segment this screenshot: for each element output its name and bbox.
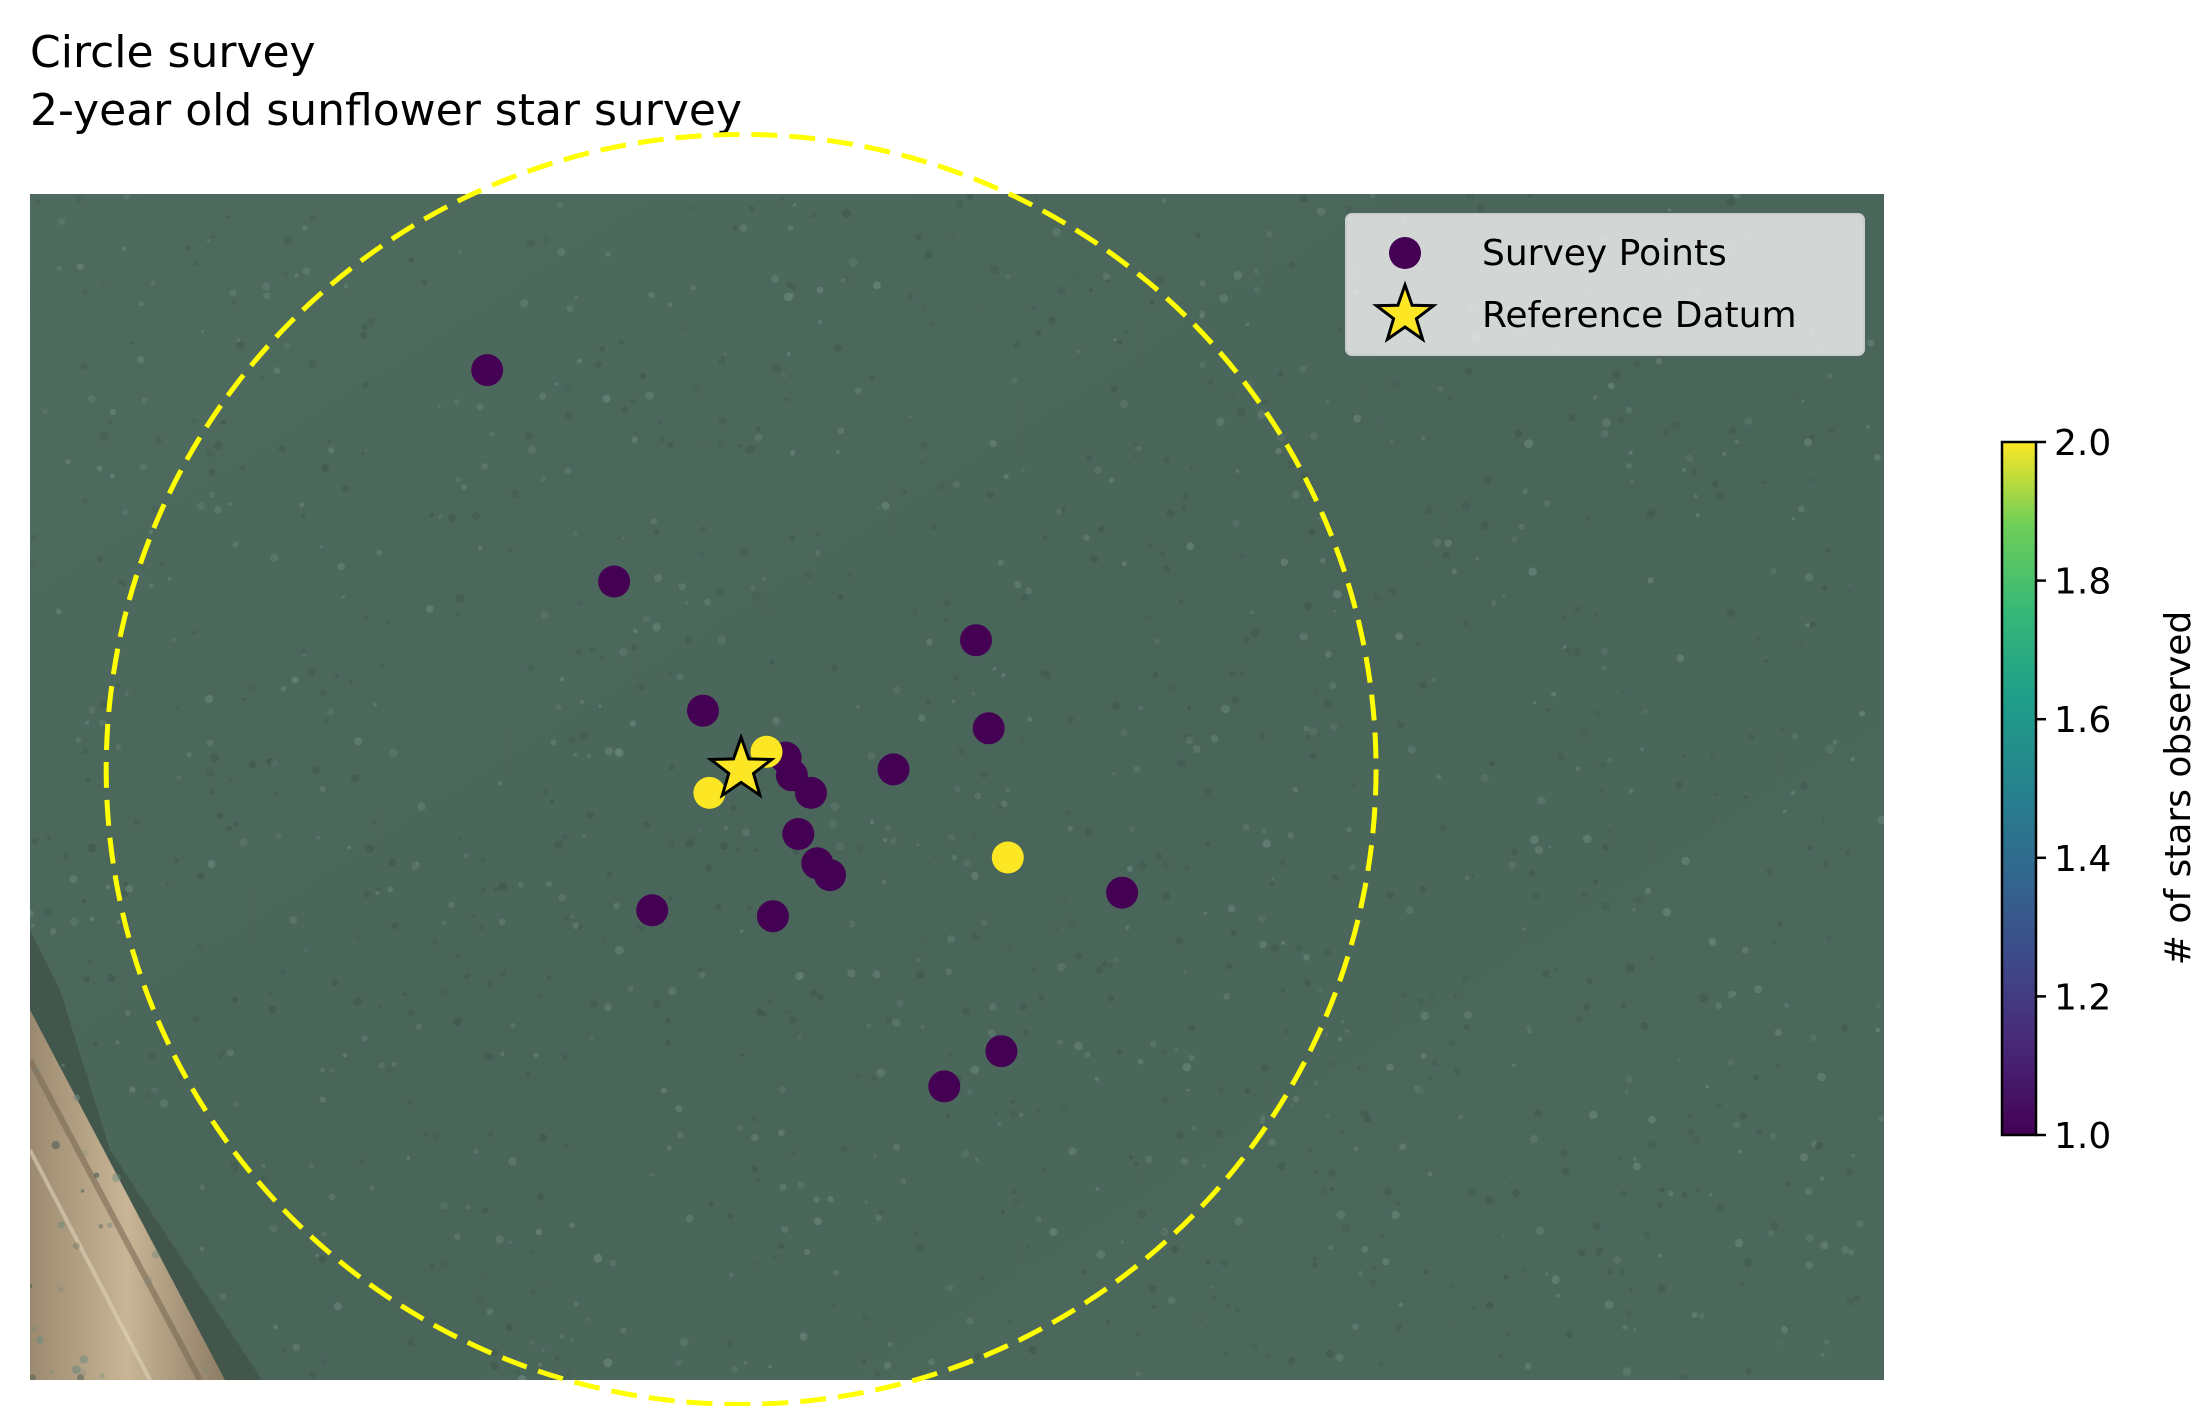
colorbar: 1.0 1.2 1.4 1.6 1.8 2.0 # of stars observed xyxy=(2000,423,2199,1157)
legend-survey-points-label: Survey Points xyxy=(1482,233,1727,274)
colorbar-gradient xyxy=(2000,440,2038,1137)
survey-point xyxy=(598,565,631,598)
chart-title: Circle survey xyxy=(30,27,316,78)
colorbar-tick-label: 1.6 xyxy=(2054,700,2111,741)
background-image xyxy=(30,194,1884,1380)
reference-datum-layer xyxy=(706,732,776,799)
survey-point xyxy=(877,753,910,786)
colorbar-tick-label: 1.8 xyxy=(2054,562,2111,603)
survey-point xyxy=(795,776,827,809)
colorbar-label: # of stars observed xyxy=(2158,611,2199,966)
legend-box xyxy=(1345,213,1865,356)
survey-points xyxy=(471,354,1139,1103)
survey-point xyxy=(814,859,846,892)
colorbar-tick-label: 2.0 xyxy=(2054,423,2111,464)
survey-point xyxy=(636,894,669,927)
survey-point xyxy=(972,712,1005,745)
survey-point xyxy=(782,818,815,850)
survey-point xyxy=(471,354,504,387)
survey-circle xyxy=(103,132,1379,1406)
legend-survey-points-marker xyxy=(1389,237,1421,269)
survey-point xyxy=(960,624,992,657)
survey-point xyxy=(985,1035,1018,1068)
survey-point xyxy=(928,1070,961,1103)
legend-reference-datum-label: Reference Datum xyxy=(1482,295,1797,336)
legend-reference-datum-marker xyxy=(1372,280,1438,344)
survey-point xyxy=(1106,876,1139,909)
survey-point xyxy=(991,841,1024,874)
title-block: Circle survey 2-year old sunflower star … xyxy=(30,24,742,140)
reference-datum-star xyxy=(706,732,776,799)
legend: Survey Points Reference Datum xyxy=(1345,213,1865,356)
chart-subtitle: 2-year old sunflower star survey xyxy=(30,85,743,136)
colorbar-tick-label: 1.2 xyxy=(2054,977,2111,1018)
survey-point xyxy=(756,900,789,933)
colorbar-tick-label: 1.0 xyxy=(2054,1116,2111,1157)
dock-structure xyxy=(30,930,262,1380)
survey-point xyxy=(687,694,719,727)
colorbar-tick-label: 1.4 xyxy=(2054,839,2111,880)
survey-point xyxy=(693,776,726,809)
colorbar-ticks: 1.0 1.2 1.4 1.6 1.8 2.0 xyxy=(2036,423,2111,1157)
